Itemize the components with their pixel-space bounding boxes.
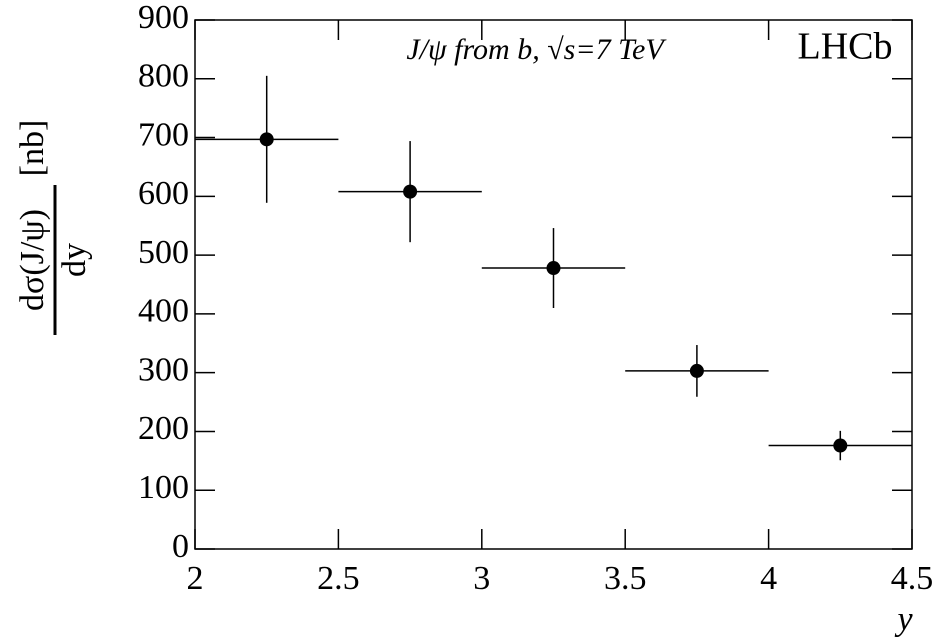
y-label-numerator: dσ(J/ψ) (14, 209, 51, 311)
x-tick-label: 4 (760, 560, 777, 597)
data-point (689, 363, 704, 378)
experiment-label: LHCb (798, 26, 893, 68)
y-tick-label: 800 (138, 58, 189, 95)
x-tick-label: 3 (473, 560, 490, 597)
y-tick-label: 400 (138, 293, 189, 330)
data-point (833, 438, 848, 453)
y-tick-label: 200 (138, 410, 189, 447)
data-point (259, 132, 274, 147)
x-tick-label: 3.5 (604, 560, 647, 597)
x-axis-label: y (894, 601, 913, 638)
annotation: J/ψ from b, √s=7 TeV (406, 33, 667, 66)
y-label-unit: [nb] (14, 120, 51, 177)
x-tick-label: 4.5 (891, 560, 934, 597)
plot-frame (194, 19, 913, 550)
x-tick-label: 2.5 (317, 560, 360, 597)
y-axis-label: dσ(J/ψ) dy [nb] (14, 120, 93, 335)
y-tick-label: 900 (138, 0, 189, 36)
x-tick-label: 2 (187, 560, 204, 597)
data-point (403, 184, 418, 199)
y-tick-label: 700 (138, 116, 189, 153)
y-label-denominator: dy (56, 243, 93, 277)
y-tick-label: 500 (138, 234, 189, 271)
data-point (546, 261, 561, 276)
y-tick-label: 300 (138, 351, 189, 388)
y-tick-label: 600 (138, 175, 189, 212)
y-tick-label: 0 (172, 528, 189, 565)
y-tick-label: 100 (138, 469, 189, 506)
